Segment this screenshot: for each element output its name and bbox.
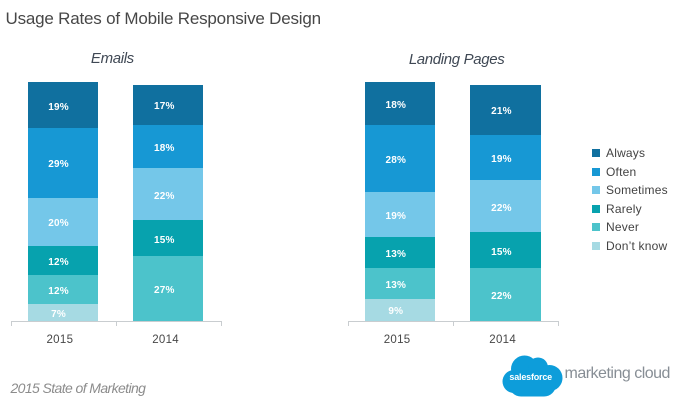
svg-text:salesforce: salesforce bbox=[509, 372, 552, 382]
